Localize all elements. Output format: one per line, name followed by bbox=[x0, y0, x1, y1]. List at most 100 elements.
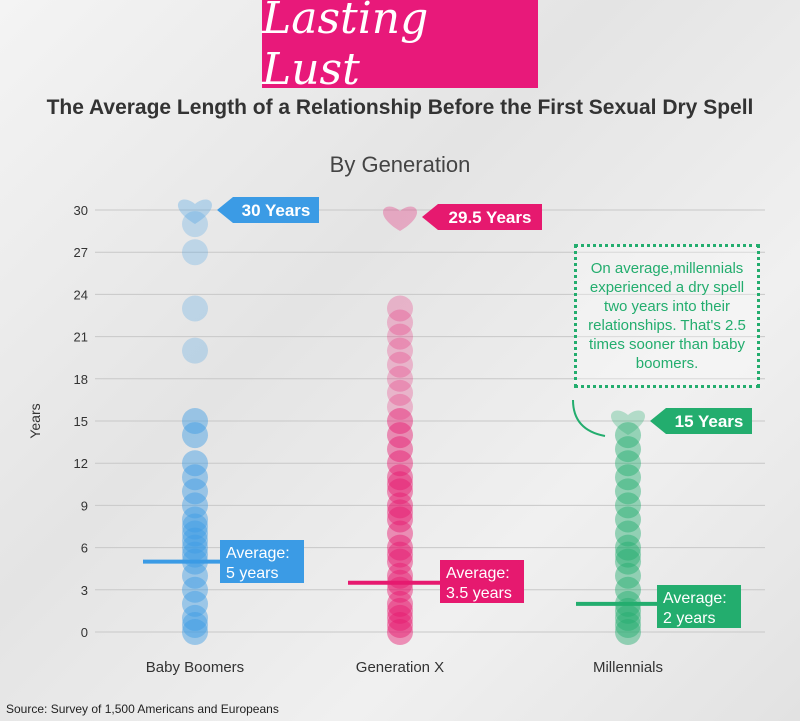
data-point bbox=[182, 422, 208, 449]
data-point bbox=[182, 295, 208, 322]
y-tick-label: 27 bbox=[74, 245, 88, 260]
data-point bbox=[387, 323, 413, 350]
y-tick-label: 15 bbox=[74, 414, 88, 429]
data-point bbox=[182, 513, 208, 540]
data-point bbox=[615, 619, 641, 645]
data-point bbox=[182, 464, 208, 491]
data-point bbox=[615, 450, 641, 477]
data-point bbox=[387, 506, 413, 533]
average-label: Average: bbox=[663, 590, 727, 607]
max-callout bbox=[422, 204, 542, 231]
y-tick-label: 30 bbox=[74, 203, 88, 218]
data-point bbox=[615, 611, 641, 638]
x-category-label: Millennials bbox=[593, 659, 663, 676]
data-point bbox=[615, 548, 641, 575]
data-point bbox=[182, 478, 208, 505]
chart-title: By Generation bbox=[329, 152, 471, 177]
data-point bbox=[387, 597, 413, 624]
data-point bbox=[387, 611, 413, 638]
data-point bbox=[387, 337, 413, 364]
data-point bbox=[182, 450, 208, 477]
data-point bbox=[387, 548, 413, 575]
data-point bbox=[182, 534, 208, 561]
data-point bbox=[615, 604, 641, 631]
average-box bbox=[657, 585, 741, 628]
data-point bbox=[182, 527, 208, 554]
data-point bbox=[615, 576, 641, 603]
data-point bbox=[387, 408, 413, 434]
y-tick-label: 6 bbox=[81, 541, 88, 556]
average-value: 3.5 years bbox=[446, 585, 512, 602]
data-point bbox=[182, 611, 208, 638]
average-value: 5 years bbox=[226, 565, 278, 582]
data-point bbox=[387, 471, 413, 498]
data-point bbox=[182, 619, 208, 645]
data-point bbox=[182, 562, 208, 589]
data-point bbox=[387, 436, 413, 463]
average-label: Average: bbox=[446, 565, 510, 582]
max-callout bbox=[650, 408, 752, 434]
data-point bbox=[182, 576, 208, 603]
data-point bbox=[387, 351, 413, 378]
max-label: 15 Years bbox=[675, 412, 744, 431]
max-label: 29.5 Years bbox=[449, 208, 532, 227]
average-box bbox=[220, 540, 304, 583]
data-point bbox=[387, 450, 413, 477]
data-point bbox=[387, 604, 413, 631]
data-point bbox=[387, 499, 413, 526]
data-point bbox=[615, 492, 641, 519]
max-label: 30 Years bbox=[242, 201, 311, 220]
data-point bbox=[182, 506, 208, 533]
data-point bbox=[387, 534, 413, 561]
title-banner: Lasting Lust bbox=[262, 0, 538, 95]
data-point bbox=[387, 464, 413, 491]
data-point bbox=[615, 436, 641, 463]
data-point bbox=[182, 211, 208, 238]
data-point bbox=[387, 619, 413, 645]
data-point bbox=[387, 520, 413, 547]
y-axis-label: Years bbox=[27, 403, 43, 438]
data-point bbox=[615, 520, 641, 547]
data-point bbox=[387, 492, 413, 519]
x-category-label: Generation X bbox=[356, 659, 444, 676]
data-point bbox=[387, 309, 413, 336]
data-point bbox=[182, 590, 208, 617]
data-point bbox=[387, 478, 413, 505]
y-tick-label: 18 bbox=[74, 372, 88, 387]
data-point bbox=[615, 541, 641, 568]
data-point bbox=[182, 520, 208, 547]
annotation-connector bbox=[572, 399, 606, 437]
data-point bbox=[615, 562, 641, 589]
data-point bbox=[387, 541, 413, 568]
data-point bbox=[182, 337, 208, 364]
subtitle: The Average Length of a Relationship Bef… bbox=[46, 96, 754, 119]
data-point bbox=[182, 492, 208, 519]
x-category-label: Baby Boomers bbox=[146, 659, 244, 676]
data-point bbox=[615, 506, 641, 533]
y-tick-label: 24 bbox=[74, 287, 88, 302]
data-point bbox=[182, 408, 208, 434]
y-tick-label: 21 bbox=[74, 330, 88, 345]
average-box bbox=[440, 560, 524, 603]
data-point bbox=[615, 478, 641, 505]
data-point bbox=[387, 379, 413, 406]
data-point bbox=[615, 534, 641, 561]
data-point bbox=[387, 422, 413, 449]
heart-max-icon bbox=[610, 410, 646, 435]
y-tick-label: 12 bbox=[74, 456, 88, 471]
y-tick-label: 0 bbox=[81, 625, 88, 640]
y-tick-label: 9 bbox=[81, 498, 88, 513]
data-point bbox=[387, 393, 413, 420]
annotation-note: On average,millennials experienced a dry… bbox=[574, 244, 760, 388]
data-point bbox=[387, 365, 413, 392]
average-value: 2 years bbox=[663, 610, 715, 627]
y-tick-label: 3 bbox=[81, 583, 88, 598]
data-point bbox=[615, 464, 641, 491]
heart-max-icon bbox=[382, 206, 418, 232]
data-point bbox=[182, 604, 208, 631]
data-point bbox=[182, 239, 208, 266]
heart-max-icon bbox=[177, 199, 213, 224]
average-label: Average: bbox=[226, 545, 290, 562]
data-point bbox=[615, 422, 641, 449]
source-note: Source: Survey of 1,500 Americans and Eu… bbox=[6, 702, 279, 716]
